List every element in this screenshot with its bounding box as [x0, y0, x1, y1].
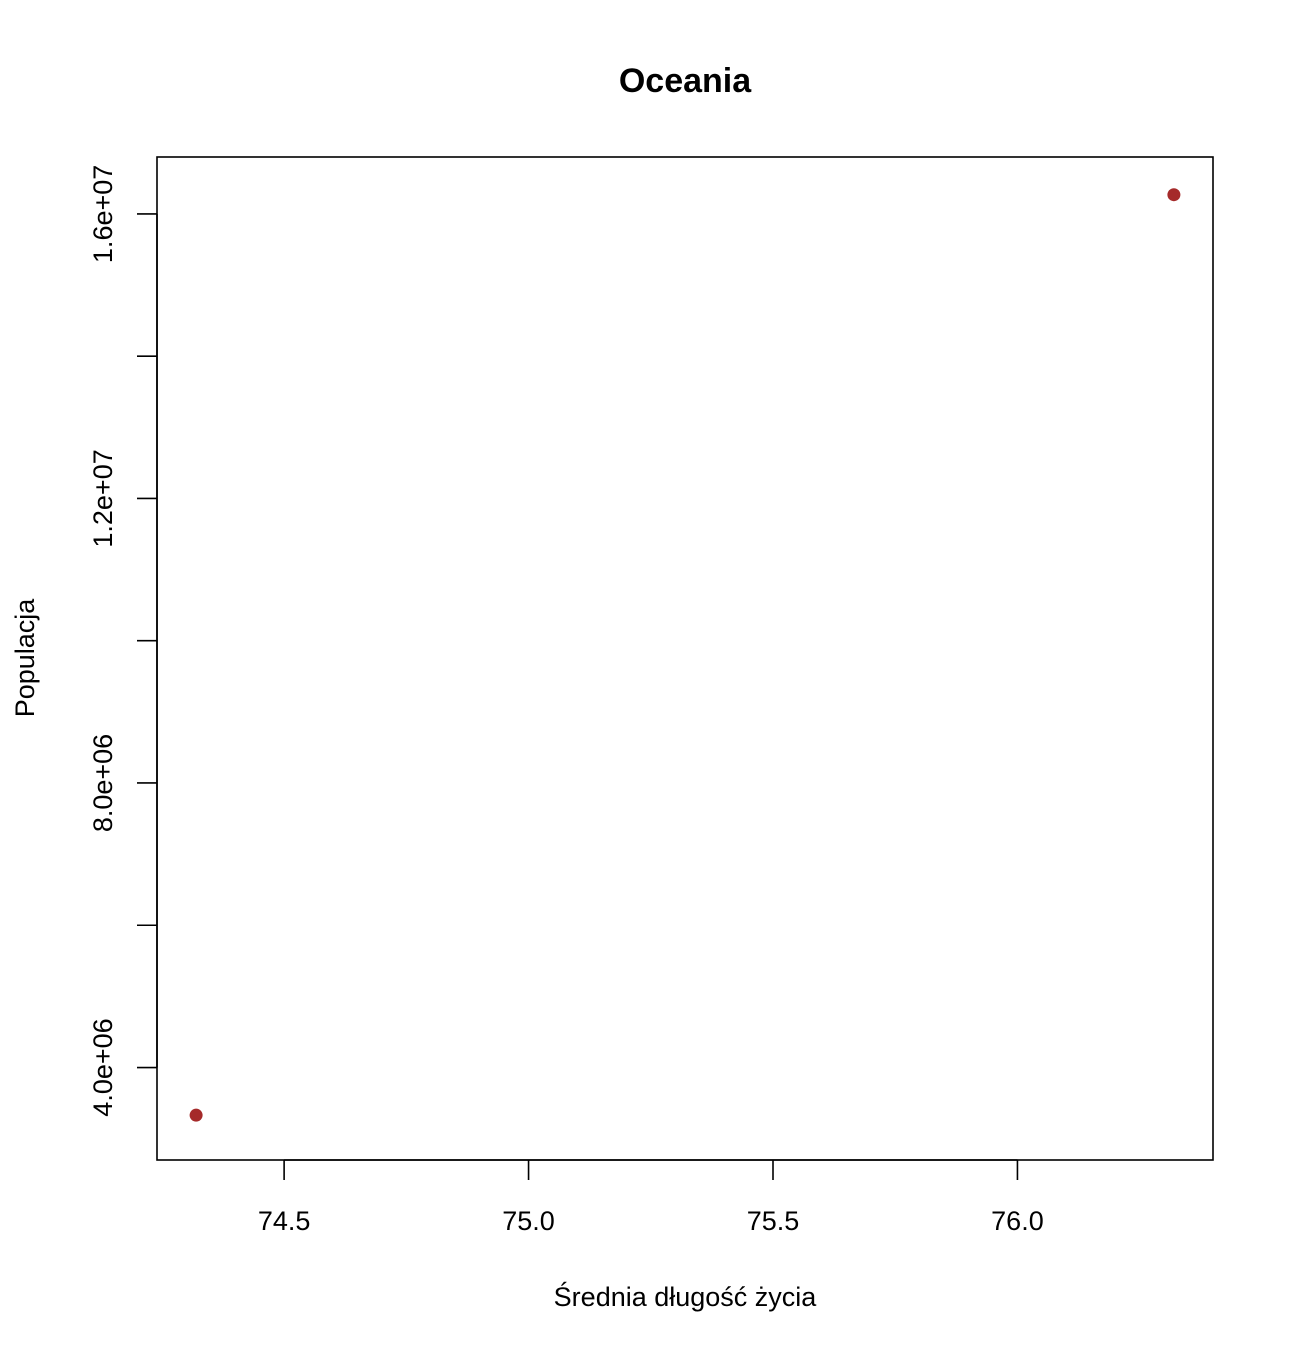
y-tick-label: 1.6e+07	[88, 165, 118, 263]
x-tick-label: 75.5	[747, 1206, 800, 1236]
data-points	[189, 188, 1181, 1122]
x-tick-label: 75.0	[502, 1206, 555, 1236]
y-tick-label: 4.0e+06	[88, 1018, 118, 1116]
plot-frame	[156, 156, 1214, 1161]
chart-title: Oceania	[619, 62, 752, 100]
x-tick-label: 74.5	[258, 1206, 311, 1236]
data-point	[1167, 188, 1181, 202]
y-tick-label: 1.2e+07	[88, 449, 118, 547]
data-point	[189, 1108, 203, 1122]
x-axis-label: Średnia długość życia	[554, 1280, 818, 1312]
y-axis: 4.0e+06 8.0e+06 1.2e+07 1.6e+07	[88, 165, 158, 1117]
y-axis-label: Populacja	[10, 598, 40, 718]
x-tick-label: 76.0	[991, 1206, 1044, 1236]
x-axis: 74.5 75.0 75.5 76.0	[258, 1159, 1044, 1236]
y-tick-label: 8.0e+06	[88, 734, 118, 832]
